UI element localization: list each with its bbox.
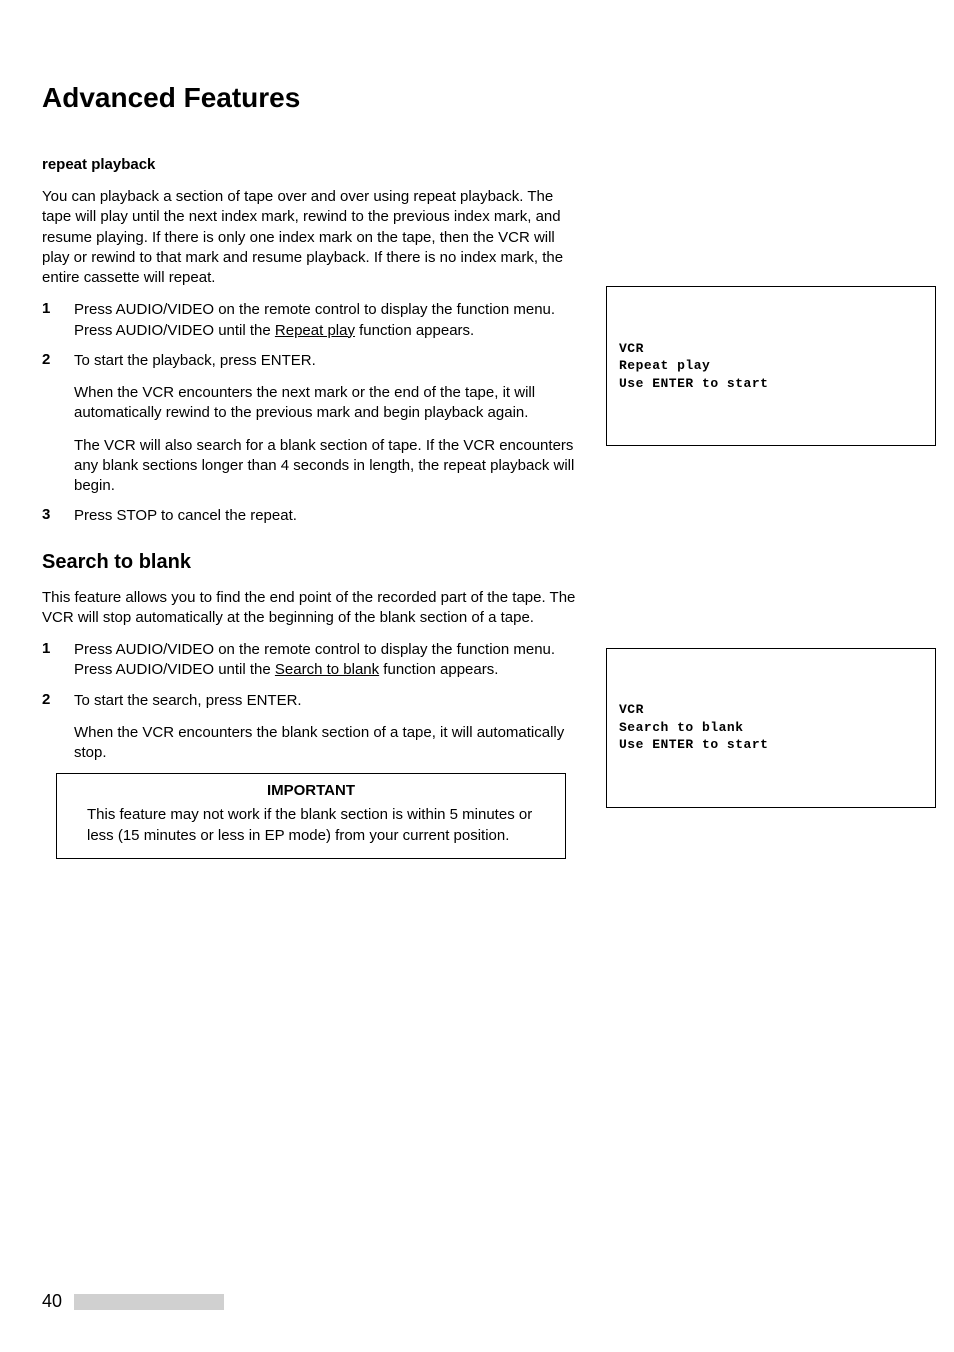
- repeat-step-2: 2 To start the playback, press ENTER. Wh…: [42, 351, 582, 497]
- search-step-2: 2 To start the search, press ENTER. When…: [42, 691, 582, 764]
- search-section: This feature allows you to find the end …: [42, 588, 912, 859]
- repeat-section: repeat playback You can playback a secti…: [42, 156, 912, 537]
- step-content: To start the search, press ENTER. When t…: [74, 691, 582, 764]
- important-body: This feature may not work if the blank s…: [87, 805, 535, 846]
- search-steps-list: 1 Press AUDIO/VIDEO on the remote contro…: [42, 640, 582, 763]
- repeat-osd-display: VCR Repeat play Use ENTER to start: [606, 286, 936, 446]
- search-right-column: VCR Search to blank Use ENTER to start: [606, 588, 936, 808]
- step-content: Press AUDIO/VIDEO on the remote control …: [74, 300, 582, 341]
- footer-bar: [74, 1294, 224, 1310]
- repeat-step3-text: Press STOP to cancel the repeat.: [74, 507, 297, 524]
- step-marker: 2: [42, 351, 74, 497]
- repeat-intro: You can playback a section of tape over …: [42, 187, 582, 288]
- repeat-step-1: 1 Press AUDIO/VIDEO on the remote contro…: [42, 300, 582, 341]
- step-marker: 1: [42, 640, 74, 681]
- search-step2-text: To start the search, press ENTER.: [74, 692, 302, 709]
- osd-line: Search to blank: [619, 719, 923, 737]
- important-title: IMPORTANT: [87, 782, 535, 799]
- repeat-step1-post: function appears.: [355, 322, 474, 339]
- osd-line: VCR: [619, 340, 923, 358]
- search-step1-underline: Search to blank: [275, 661, 379, 678]
- search-intro: This feature allows you to find the end …: [42, 588, 582, 629]
- repeat-heading: repeat playback: [42, 156, 582, 173]
- page-footer: 40: [42, 1291, 224, 1312]
- repeat-step1-underline: Repeat play: [275, 322, 355, 339]
- step-content: To start the playback, press ENTER. When…: [74, 351, 582, 497]
- repeat-step2-sub1: When the VCR encounters the next mark or…: [74, 383, 582, 424]
- osd-line: VCR: [619, 701, 923, 719]
- search-heading: Search to blank: [42, 551, 912, 574]
- important-box: IMPORTANT This feature may not work if t…: [56, 773, 566, 859]
- search-step-1: 1 Press AUDIO/VIDEO on the remote contro…: [42, 640, 582, 681]
- search-left-column: This feature allows you to find the end …: [42, 588, 582, 859]
- page-title: Advanced Features: [42, 82, 912, 114]
- search-step2-sub1: When the VCR encounters the blank sectio…: [74, 723, 582, 764]
- repeat-right-column: VCR Repeat play Use ENTER to start: [606, 156, 936, 446]
- repeat-step-3: 3 Press STOP to cancel the repeat.: [42, 506, 582, 526]
- spacer: [606, 588, 936, 648]
- repeat-step2-text: To start the playback, press ENTER.: [74, 352, 316, 369]
- step-content: Press AUDIO/VIDEO on the remote control …: [74, 640, 582, 681]
- osd-line: Repeat play: [619, 357, 923, 375]
- repeat-left-column: repeat playback You can playback a secti…: [42, 156, 582, 537]
- repeat-step2-sub2: The VCR will also search for a blank sec…: [74, 436, 582, 497]
- step-marker: 2: [42, 691, 74, 764]
- osd-line: Use ENTER to start: [619, 736, 923, 754]
- repeat-steps-list: 1 Press AUDIO/VIDEO on the remote contro…: [42, 300, 582, 526]
- page-number: 40: [42, 1291, 62, 1312]
- step-content: Press STOP to cancel the repeat.: [74, 506, 582, 526]
- search-step1-post: function appears.: [379, 661, 498, 678]
- step-marker: 1: [42, 300, 74, 341]
- spacer: [606, 156, 936, 286]
- step-marker: 3: [42, 506, 74, 526]
- osd-line: Use ENTER to start: [619, 375, 923, 393]
- search-osd-display: VCR Search to blank Use ENTER to start: [606, 648, 936, 808]
